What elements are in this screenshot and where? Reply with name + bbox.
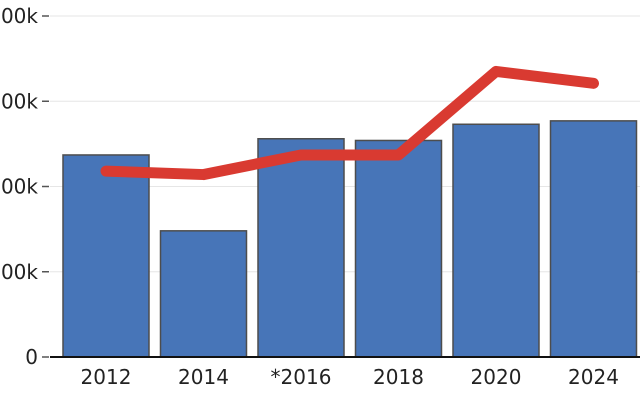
bar-series (62, 120, 638, 358)
x-tick-label: 2020 (471, 365, 522, 389)
x-tick-label: 2018 (373, 365, 424, 389)
y-tick-label: 200k (0, 175, 38, 199)
bar (452, 123, 540, 358)
bar (62, 154, 150, 358)
x-tick-label: 2014 (178, 365, 229, 389)
bar (549, 120, 638, 358)
x-tick-label: *2016 (271, 365, 332, 389)
y-tick-label: 400k (0, 4, 38, 28)
y-axis: 0 100k 200k 300k 400k (0, 4, 49, 369)
x-tick-label: 2012 (81, 365, 132, 389)
y-tick-label: 0 (25, 345, 38, 369)
y-tick-label: 100k (0, 260, 38, 284)
y-tick-label: 300k (0, 89, 38, 113)
line-series (100, 65, 599, 181)
bar (159, 230, 248, 358)
x-tick-label: 2024 (568, 365, 619, 389)
bar (354, 139, 443, 358)
bar (257, 138, 345, 358)
series-line (100, 65, 599, 181)
x-axis: 2012 2014 *2016 2018 2020 2024 (50, 356, 640, 389)
